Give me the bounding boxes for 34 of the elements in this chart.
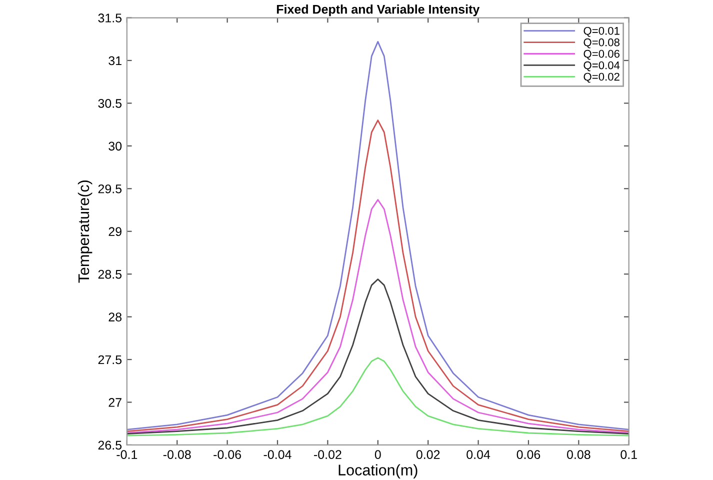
legend-label: Q=0.06 — [584, 50, 620, 60]
x-tick-label: -0.02 — [314, 450, 342, 460]
y-tick-label: 27 — [108, 398, 122, 407]
y-tick-label: 27.5 — [98, 355, 122, 364]
legend-label: Q=0.01 — [584, 26, 620, 37]
legend-label: Q=0.04 — [584, 61, 620, 72]
y-tick-label: 30.5 — [98, 99, 122, 108]
chart-title: Fixed Depth and Variable Intensity — [276, 4, 480, 16]
x-tick-label: -0.06 — [214, 450, 241, 460]
line-series — [126, 199, 629, 434]
x-axis-title: Location(m) — [338, 464, 418, 478]
y-tick-label: 30 — [108, 142, 122, 151]
y-tick-label: 26.5 — [98, 440, 122, 450]
x-tick-label: 0.06 — [516, 450, 540, 460]
x-tick-label: 0.04 — [466, 450, 490, 460]
legend-label: Q=0.08 — [584, 38, 620, 48]
line-series — [126, 120, 629, 432]
x-tick-label: 0.1 — [620, 450, 637, 460]
legend-label: Q=0.02 — [584, 72, 620, 83]
y-tick-label: 28.5 — [98, 270, 122, 279]
y-tick-label: 29.5 — [98, 184, 122, 194]
x-tick-label: 0.02 — [416, 450, 440, 460]
y-tick-label: 28 — [108, 312, 122, 322]
line-series — [126, 357, 629, 436]
y-axis-title: Temperature(c) — [78, 180, 92, 283]
x-tick-label: -0.04 — [264, 450, 292, 460]
x-tick-label: 0.08 — [566, 450, 590, 460]
line-series — [126, 278, 629, 435]
y-tick-label: 31.5 — [98, 14, 122, 22]
x-tick-label: -0.08 — [163, 450, 191, 460]
y-tick-label: 29 — [108, 227, 122, 236]
y-tick-label: 31 — [108, 56, 122, 66]
x-tick-label: 0 — [374, 450, 381, 460]
x-tick-label: -0.1 — [116, 450, 138, 460]
